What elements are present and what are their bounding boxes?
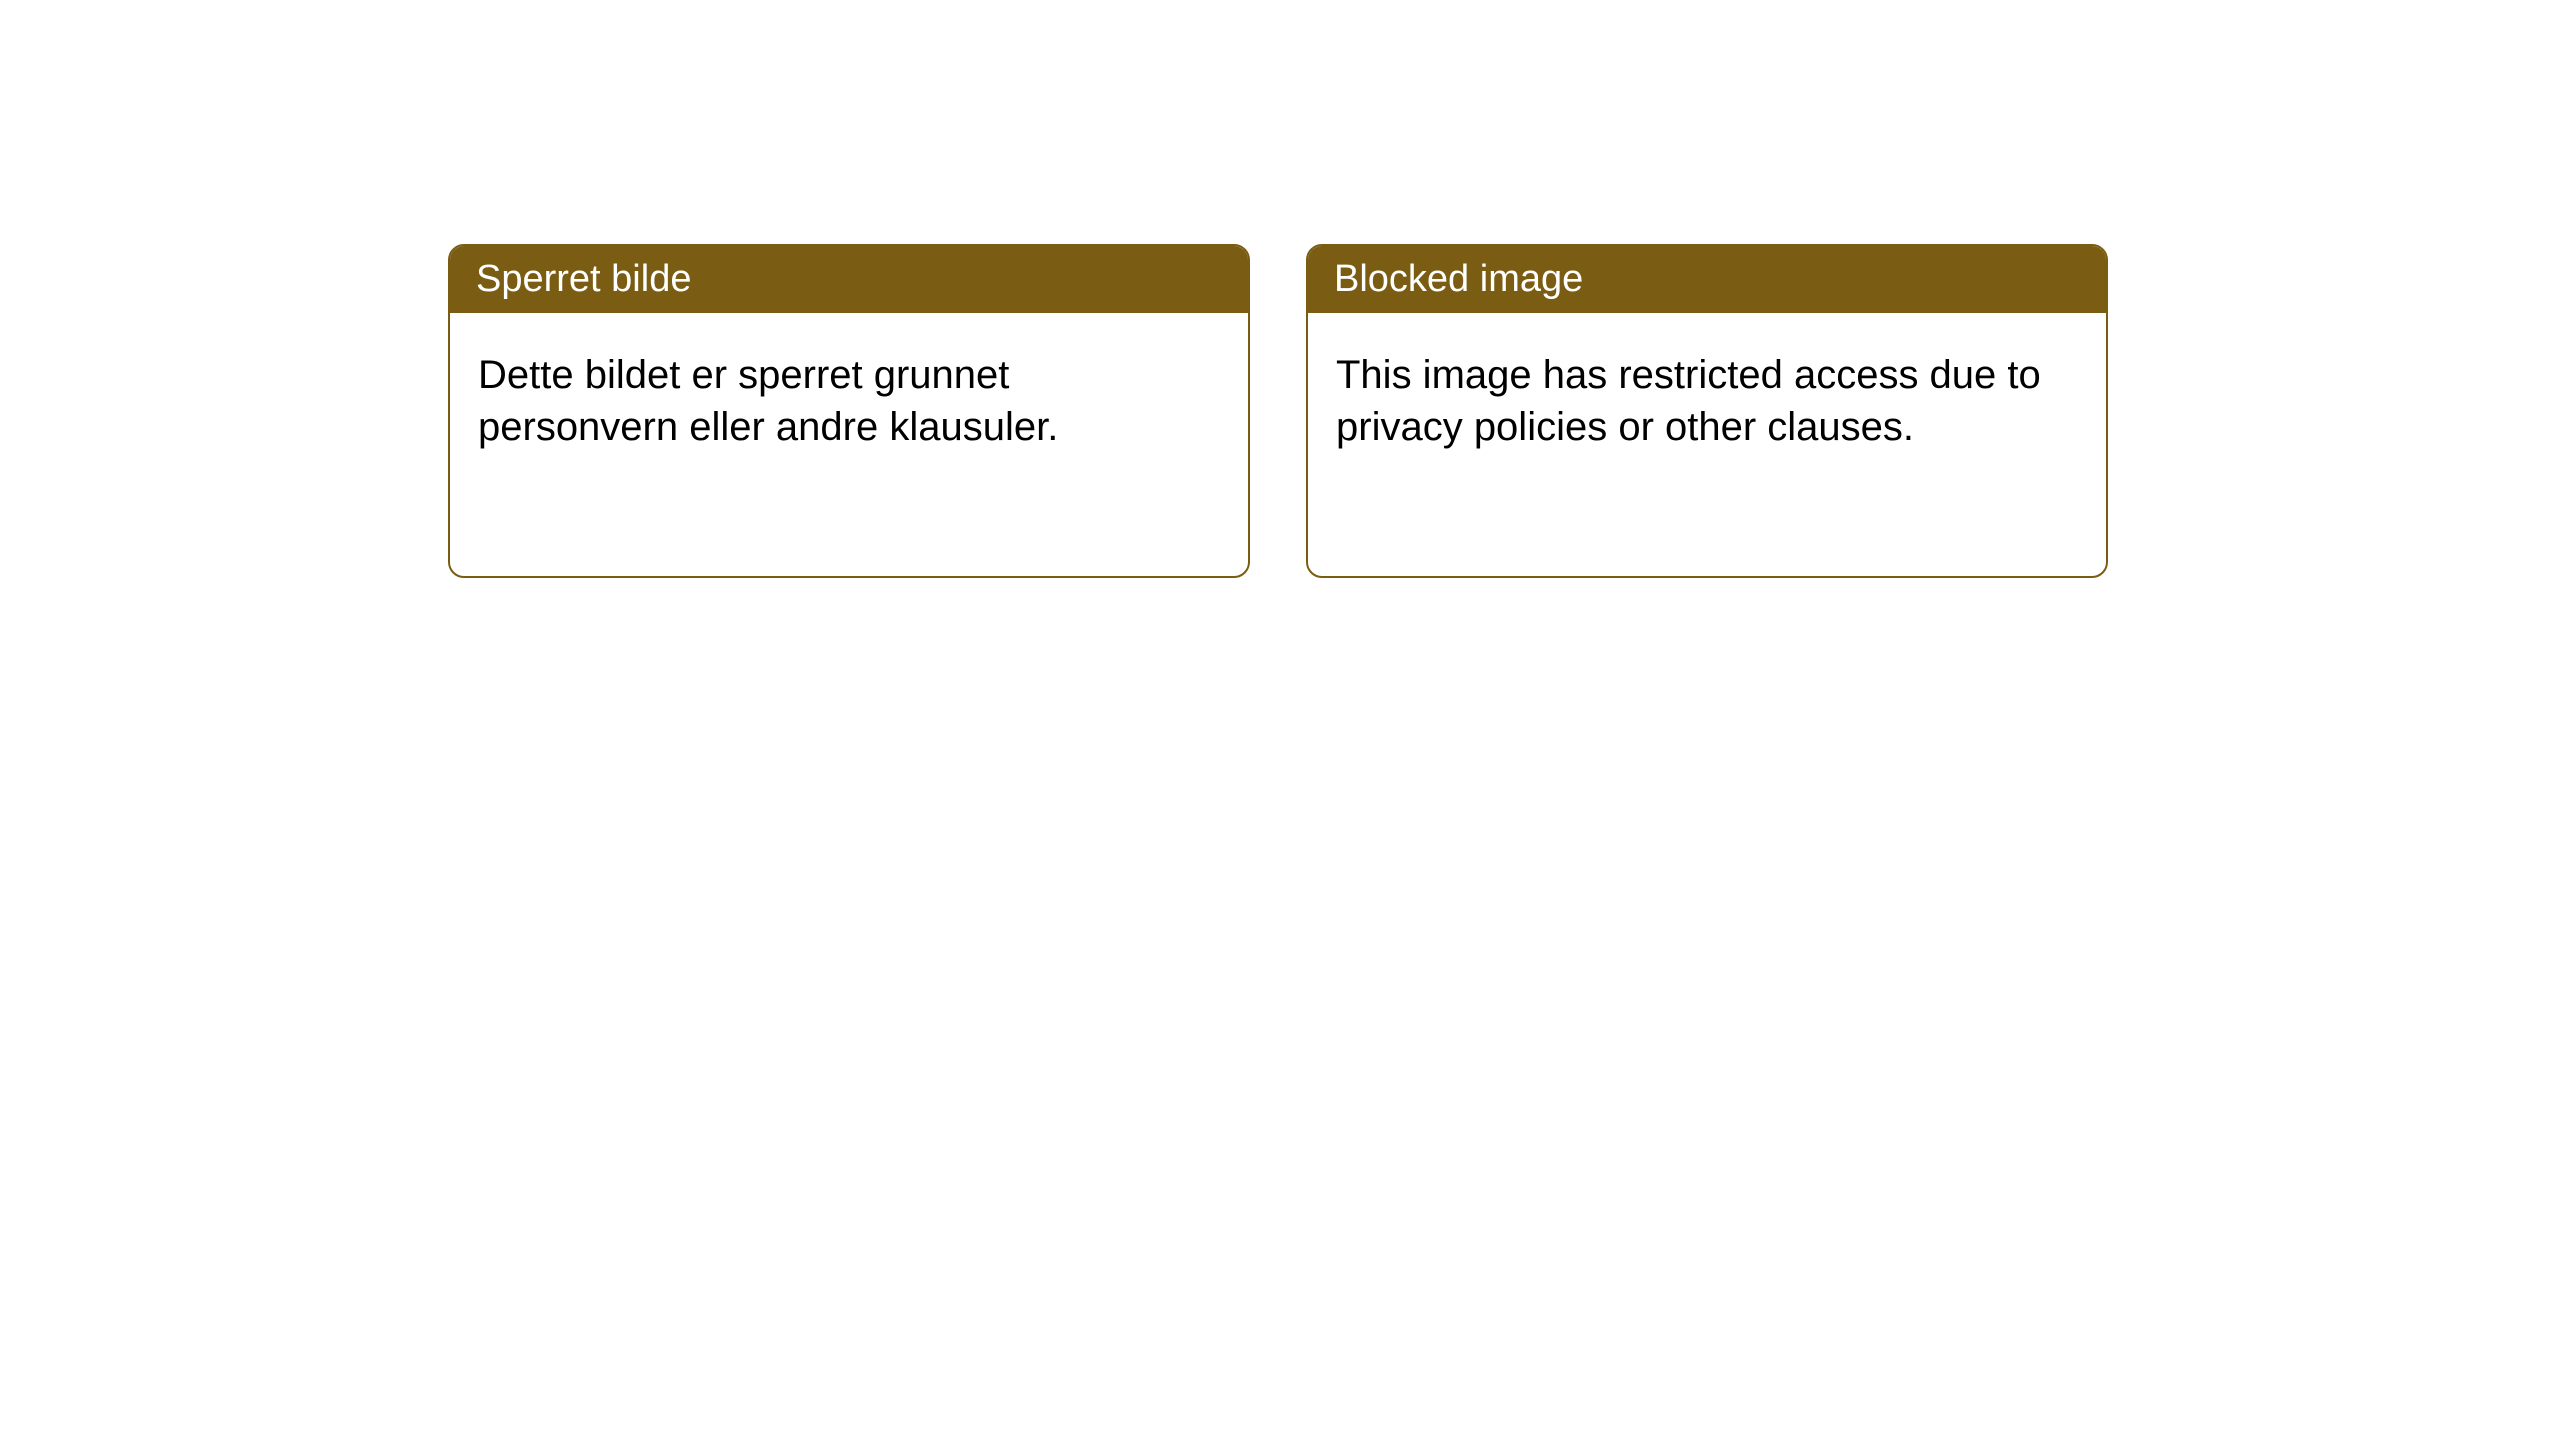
card-body: This image has restricted access due to … bbox=[1308, 313, 2106, 489]
blocked-image-card-en: Blocked image This image has restricted … bbox=[1306, 244, 2108, 578]
card-header: Blocked image bbox=[1308, 246, 2106, 313]
card-title: Blocked image bbox=[1334, 258, 1583, 300]
card-body: Dette bildet er sperret grunnet personve… bbox=[450, 313, 1248, 489]
card-body-text: Dette bildet er sperret grunnet personve… bbox=[478, 353, 1058, 449]
card-title: Sperret bilde bbox=[476, 258, 691, 300]
card-header: Sperret bilde bbox=[450, 246, 1248, 313]
blocked-image-card-no: Sperret bilde Dette bildet er sperret gr… bbox=[448, 244, 1250, 578]
cards-container: Sperret bilde Dette bildet er sperret gr… bbox=[448, 244, 2108, 578]
card-body-text: This image has restricted access due to … bbox=[1336, 353, 2041, 449]
